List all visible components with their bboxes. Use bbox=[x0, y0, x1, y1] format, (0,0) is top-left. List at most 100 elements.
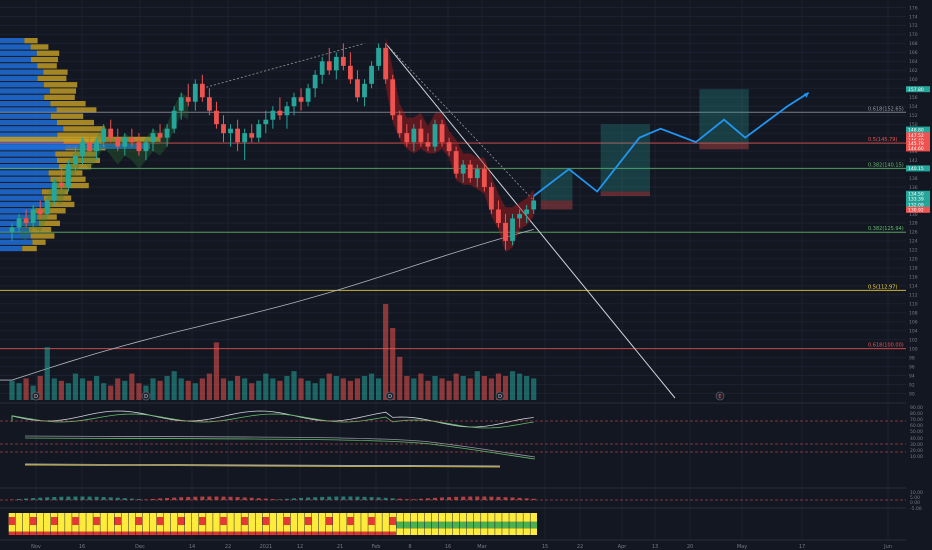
volume-bar bbox=[509, 371, 516, 400]
target-zone-stop bbox=[540, 200, 573, 210]
regime-bar bbox=[318, 513, 326, 532]
candle-body bbox=[101, 128, 107, 143]
histogram-bar bbox=[158, 498, 163, 500]
histogram-bar bbox=[115, 497, 120, 500]
price-tick-label: 144 bbox=[909, 149, 918, 155]
volume-bar bbox=[108, 385, 114, 400]
regime-bar bbox=[523, 528, 530, 535]
time-tick-label: Dec bbox=[135, 544, 145, 550]
regime-bar bbox=[523, 521, 530, 529]
histogram-bar bbox=[143, 499, 148, 500]
histogram-bar bbox=[334, 496, 339, 500]
candle-body bbox=[108, 128, 114, 138]
histogram-bar bbox=[404, 499, 409, 500]
candle-body bbox=[263, 119, 269, 125]
regime-bar bbox=[325, 531, 333, 534]
regime-bar bbox=[114, 533, 122, 535]
ma-ribbon-bullish bbox=[19, 92, 189, 241]
regime-bar bbox=[318, 531, 326, 534]
regime-bar bbox=[177, 517, 185, 525]
profile-bar-up bbox=[0, 82, 44, 88]
regime-bar bbox=[142, 531, 150, 534]
candle-body bbox=[256, 124, 262, 138]
price-tag bbox=[906, 201, 930, 208]
histogram-bar bbox=[193, 496, 198, 500]
volume-bar bbox=[411, 378, 417, 400]
histogram-bar bbox=[179, 497, 184, 500]
regime-bar bbox=[163, 533, 171, 535]
regime-bar bbox=[255, 531, 263, 534]
profile-bar-down bbox=[50, 113, 84, 119]
volume-bar bbox=[467, 378, 473, 400]
histogram-bar bbox=[136, 499, 141, 500]
projection-arrowhead bbox=[803, 92, 809, 98]
profile-bar-down bbox=[57, 157, 100, 163]
price-tick-label: 136 bbox=[909, 185, 918, 191]
regime-bar bbox=[452, 528, 460, 535]
regime-bar bbox=[354, 531, 361, 534]
candle-body bbox=[404, 133, 410, 143]
regime-bar bbox=[135, 533, 143, 535]
regime-bar bbox=[22, 513, 30, 532]
regime-bar bbox=[290, 513, 298, 532]
time-axis[interactable]: Nov 16 Dec 14 22 2021 12 21 Feb 8 16 Mar 15 22 Apr 13 20… bbox=[0, 541, 932, 550]
price-tick-label: 102 bbox=[909, 337, 918, 343]
price-axis[interactable]: 1761741721701681661641621601581561541521… bbox=[906, 0, 932, 550]
candle-body bbox=[23, 218, 29, 223]
regime-bar bbox=[184, 533, 192, 535]
regime-bar bbox=[58, 533, 65, 535]
regime-bar bbox=[58, 513, 65, 532]
histogram-bar bbox=[341, 496, 346, 500]
histogram-bar bbox=[383, 497, 388, 500]
candle-body bbox=[235, 128, 240, 143]
price-tag bbox=[906, 195, 930, 202]
regime-bar bbox=[142, 533, 150, 535]
event-badge bbox=[495, 391, 505, 401]
regime-bar bbox=[107, 533, 114, 535]
profile-bar-down bbox=[37, 63, 57, 69]
volume-bar bbox=[44, 347, 50, 400]
regime-bar bbox=[410, 528, 418, 535]
fib-label: 0.382(125.94) bbox=[868, 226, 904, 232]
profile-bar-down bbox=[30, 44, 49, 50]
regime-bar bbox=[135, 517, 143, 525]
candle-body bbox=[503, 222, 508, 241]
histogram-bar bbox=[524, 498, 529, 500]
candle-body bbox=[214, 110, 219, 125]
profile-bar-down bbox=[43, 69, 68, 75]
candle-body bbox=[242, 133, 248, 143]
regime-bar bbox=[304, 533, 312, 535]
candle-body bbox=[397, 115, 403, 134]
regime-bar bbox=[276, 533, 284, 535]
regime-bar bbox=[36, 531, 44, 534]
candlesticks[interactable] bbox=[9, 43, 537, 250]
histogram-bar bbox=[165, 497, 170, 500]
candle-body bbox=[207, 97, 212, 111]
histogram-bar bbox=[510, 497, 515, 500]
regime-bar bbox=[466, 528, 474, 535]
price-tick-label: 126 bbox=[909, 230, 918, 236]
histogram-bar bbox=[277, 499, 282, 500]
projection-line bbox=[533, 92, 810, 197]
regime-bar bbox=[156, 531, 164, 534]
regime-bar bbox=[269, 533, 277, 535]
regime-bar bbox=[51, 533, 58, 535]
candle-body bbox=[531, 200, 537, 210]
volume-bar bbox=[213, 342, 220, 400]
price-tag-label: 140.15 bbox=[908, 166, 924, 172]
regime-bar bbox=[466, 513, 474, 522]
regime-bar bbox=[121, 513, 129, 532]
profile-bar-down bbox=[31, 56, 58, 63]
profile-bar-up bbox=[0, 44, 31, 50]
regime-bar bbox=[43, 531, 51, 534]
volume-bar bbox=[326, 373, 332, 400]
price-tag-label: 144.60 bbox=[908, 146, 924, 152]
regime-bar bbox=[502, 528, 509, 535]
histogram-bar bbox=[475, 496, 480, 500]
regime-bar bbox=[509, 513, 516, 522]
candle-body bbox=[355, 79, 360, 98]
time-tick-label: 20 bbox=[687, 544, 693, 550]
profile-bar-up bbox=[0, 69, 44, 75]
